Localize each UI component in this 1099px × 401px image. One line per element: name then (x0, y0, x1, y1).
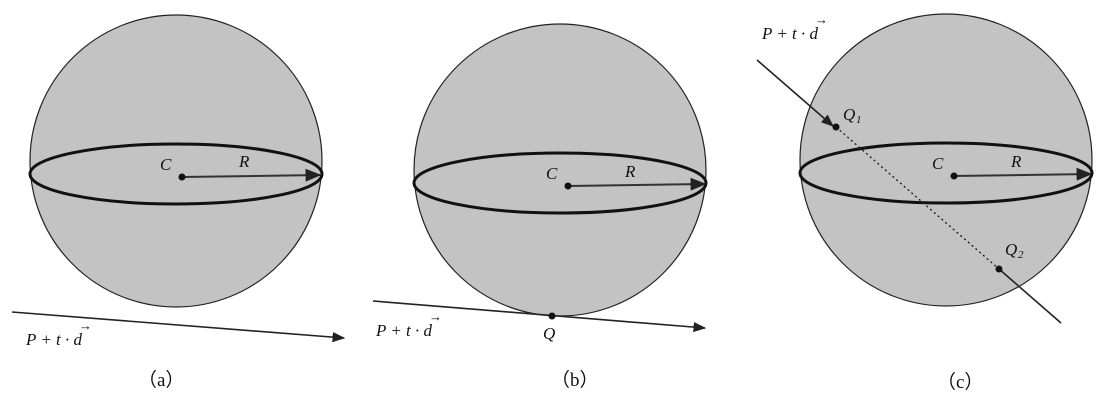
tangent-point-q (548, 312, 556, 320)
vector-arrow-b: → (429, 309, 442, 324)
equator-a (28, 142, 324, 206)
point-label-q: Q (543, 324, 555, 343)
caption-a: （a） (138, 369, 184, 391)
ray-c-incoming (756, 59, 834, 127)
ray-label-a: P + t · d (25, 330, 83, 349)
intersection-point-q2 (995, 265, 1003, 273)
ray-a (11, 311, 346, 343)
center-point-a (178, 173, 186, 181)
point1-subscript: 1 (856, 114, 862, 126)
sphere-a (29, 14, 323, 308)
center-point-c (950, 172, 958, 180)
ray-c-inside (835, 126, 1000, 270)
radius-arrow-b (567, 177, 707, 191)
center-point-b (564, 182, 572, 190)
caption-b: （b） (551, 369, 599, 391)
radius-label-a: R (238, 152, 250, 171)
panel-c: C R Q 1 Q 2 P + t · d → （c） (756, 12, 1094, 393)
point1-label: Q (843, 105, 855, 124)
radius-label-b: R (624, 162, 636, 181)
intersection-point-q1 (832, 123, 840, 131)
sphere-c (799, 13, 1093, 307)
vector-arrow-a: → (79, 318, 92, 333)
ray-c-outgoing (998, 268, 1062, 324)
ray-label-c: P + t · d (761, 24, 819, 43)
center-label-a: C (160, 155, 172, 174)
center-label-c: C (932, 154, 944, 173)
caption-c: （c） (937, 371, 983, 393)
sphere-b (413, 23, 707, 317)
point2-subscript: 2 (1018, 249, 1024, 261)
center-label-b: C (546, 164, 558, 183)
vector-arrow-c: → (815, 12, 828, 27)
panel-b: C R Q P + t · d → （b） (372, 23, 708, 391)
panel-a: C R P + t · d → （a） (11, 14, 346, 391)
radius-arrow-c (953, 167, 1093, 181)
ray-b (372, 300, 707, 333)
ray-label-b: P + t · d (375, 321, 433, 340)
radius-label-c: R (1010, 152, 1022, 171)
radius-arrow-a (181, 168, 322, 182)
point2-label: Q (1005, 240, 1017, 259)
